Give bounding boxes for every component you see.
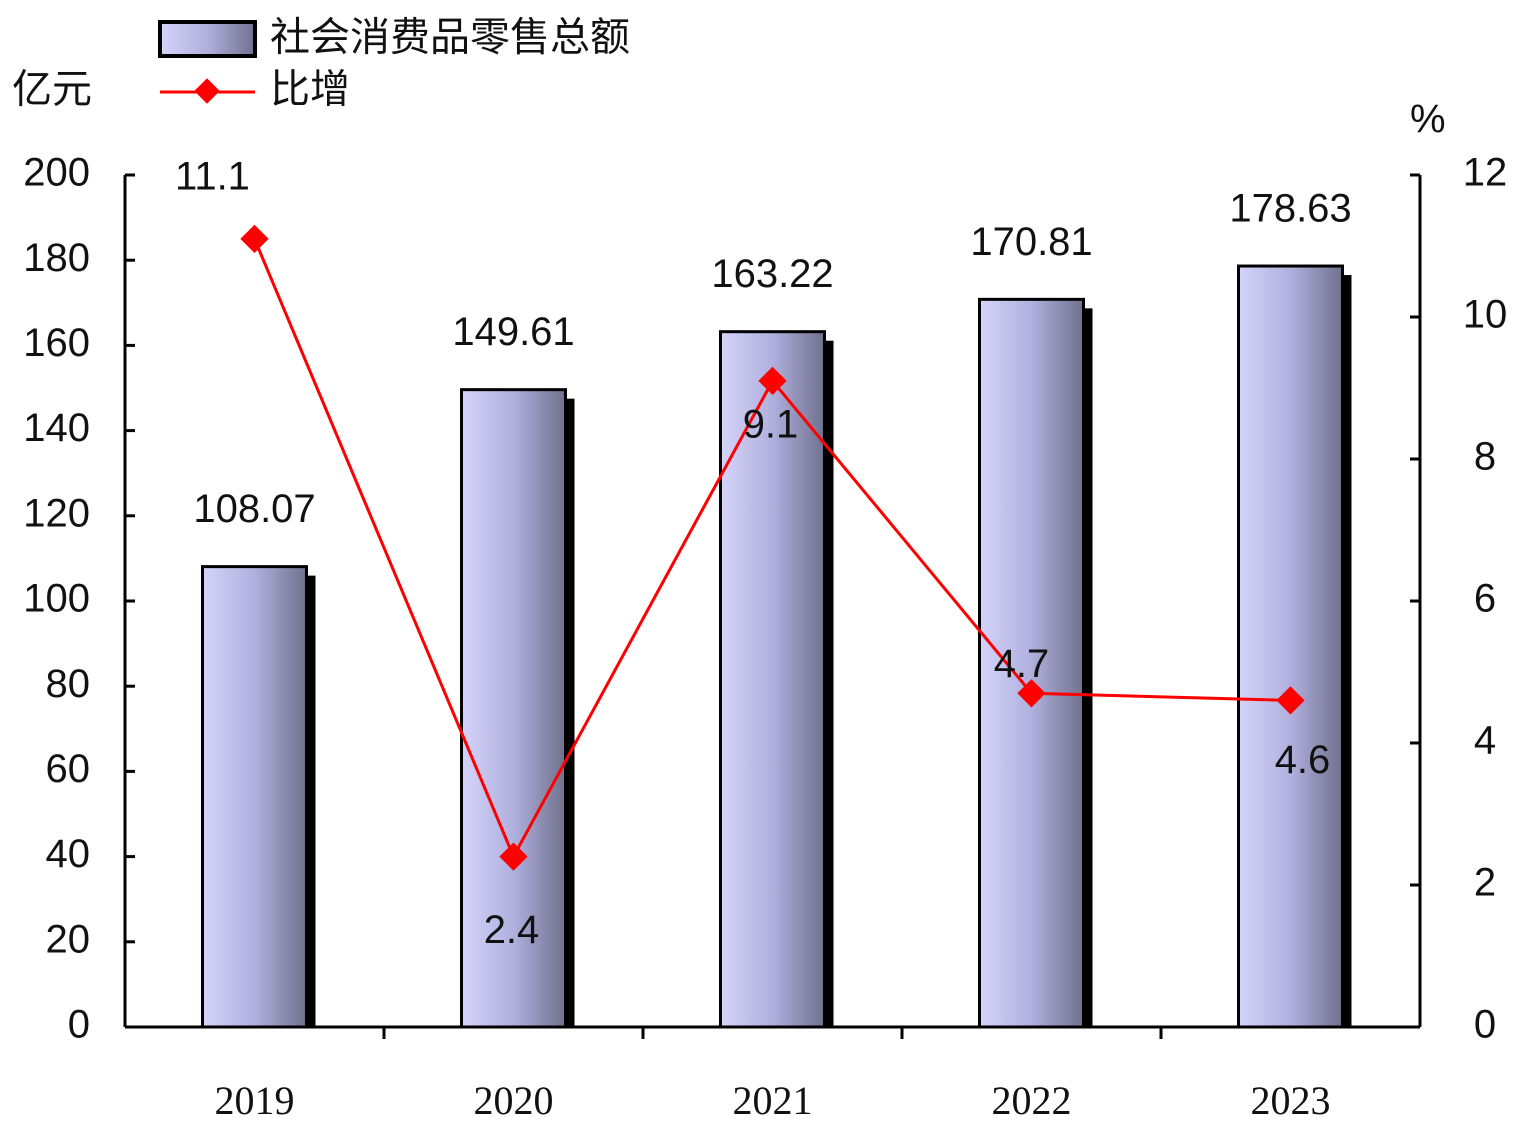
y2-tick-label: 12 [1463, 151, 1508, 195]
y-tick-label: 100 [23, 577, 90, 621]
legend-label: 社会消费品零售总额 [270, 16, 630, 60]
bar-value-label: 163.22 [711, 252, 833, 296]
bar-value-label: 170.81 [970, 220, 1092, 264]
line-value-label: 2.4 [484, 908, 540, 952]
y2-axis-label: % [1410, 98, 1446, 142]
legend-label: 比增 [270, 68, 350, 112]
legend-bar-swatch [158, 20, 257, 58]
bar [978, 297, 1085, 1029]
bar [201, 565, 308, 1029]
y-tick-label: 60 [46, 747, 91, 791]
line-value-label: 4.6 [1275, 738, 1331, 782]
y-tick-label: 40 [46, 832, 91, 876]
bar-value-label: 149.61 [452, 310, 574, 354]
x-tick-label: 2023 [1251, 1078, 1331, 1123]
y2-tick-label: 6 [1474, 577, 1496, 621]
y2-tick-label: 4 [1474, 719, 1496, 763]
y2-tick-label: 0 [1474, 1003, 1496, 1047]
y-tick-label: 160 [23, 321, 90, 365]
line-marker [758, 366, 787, 396]
line-value-label: 4.7 [994, 642, 1050, 686]
bar [460, 388, 567, 1029]
y-tick-label: 140 [23, 406, 90, 450]
line-value-label: 9.1 [743, 402, 799, 446]
x-tick-label: 2022 [992, 1078, 1072, 1123]
line-marker [240, 224, 269, 254]
bar-value-label: 108.07 [193, 487, 315, 531]
bar-value-label: 178.63 [1229, 187, 1351, 231]
y2-tick-label: 10 [1463, 293, 1508, 337]
line-marker [1276, 686, 1305, 715]
line-marker [499, 842, 528, 871]
bar [1237, 264, 1344, 1029]
legend-marker [194, 78, 220, 104]
y-tick-label: 120 [23, 491, 90, 535]
y-tick-label: 80 [46, 662, 91, 706]
y2-tick-label: 8 [1474, 435, 1496, 479]
y-axis-label: 亿元 [12, 68, 92, 112]
y-tick-label: 180 [23, 236, 90, 280]
y-tick-label: 200 [23, 151, 90, 195]
line-value-label: 11.1 [175, 154, 250, 198]
x-tick-label: 2021 [733, 1078, 813, 1123]
y2-tick-label: 2 [1474, 861, 1496, 905]
line-marker [1017, 679, 1046, 708]
y-tick-label: 20 [46, 917, 91, 961]
x-tick-label: 2019 [215, 1078, 295, 1123]
x-tick-label: 2020 [474, 1078, 554, 1123]
y-tick-label: 0 [68, 1003, 90, 1047]
